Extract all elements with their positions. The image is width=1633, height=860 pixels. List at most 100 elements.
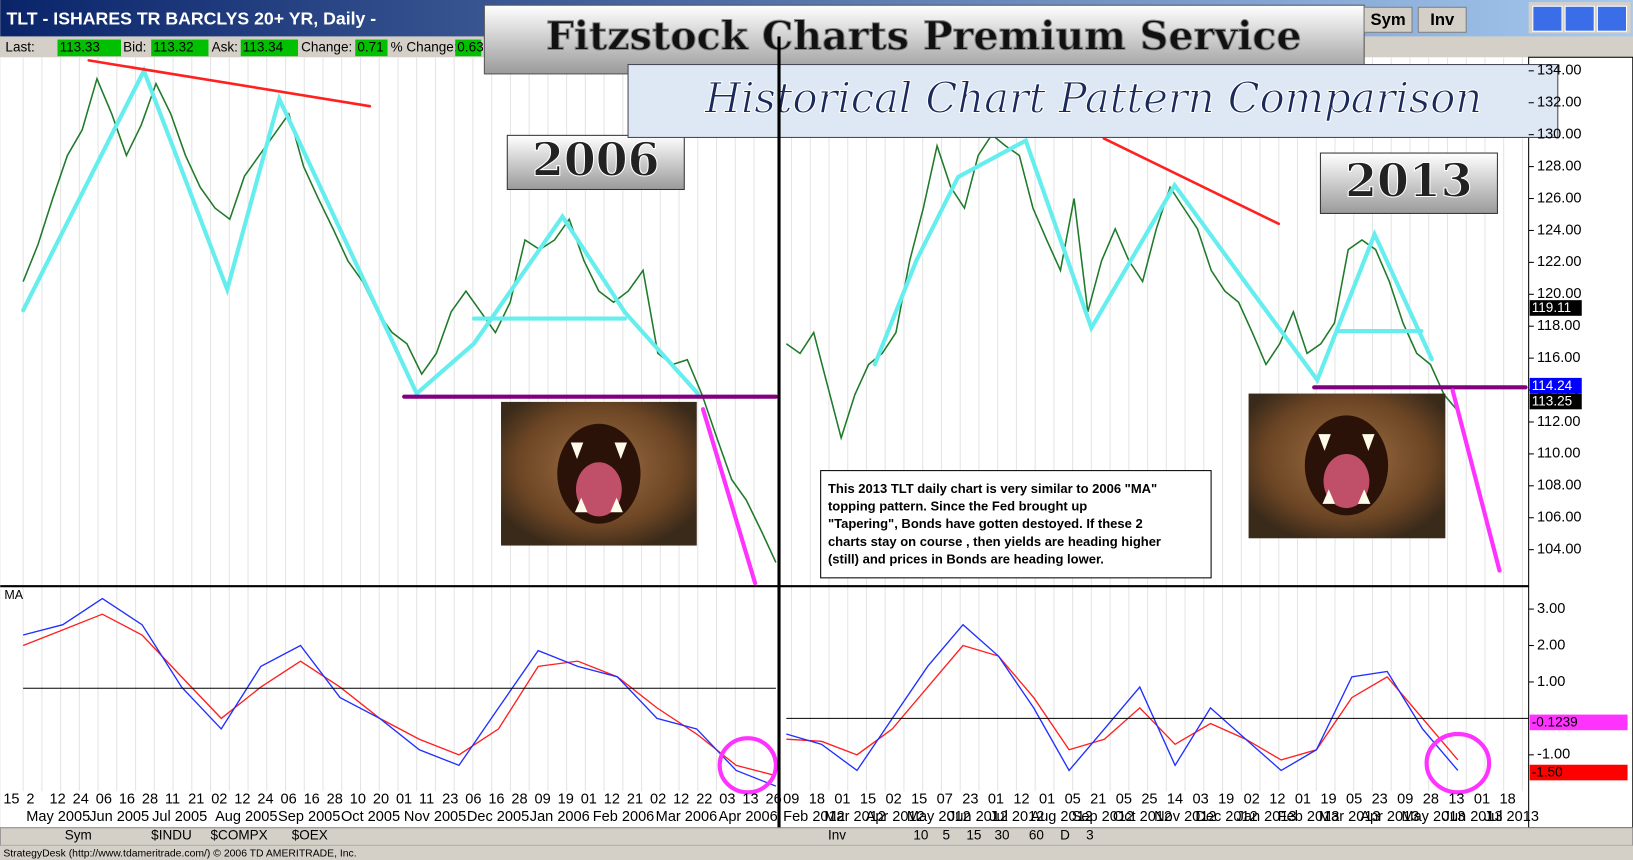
- x-tick-label: 12: [234, 791, 250, 807]
- title-button-label[interactable]: Sym: [1371, 10, 1406, 29]
- x-tick-label: 15: [911, 791, 927, 807]
- banner: [483, 4, 1365, 75]
- y-tick-label: 3.00: [1537, 601, 1565, 617]
- title-button-label[interactable]: Inv: [1430, 10, 1455, 29]
- x-tick-label: 01: [396, 791, 412, 807]
- window-buttons[interactable]: [1532, 5, 1628, 32]
- toolbar-item[interactable]: 5: [942, 828, 950, 843]
- price-marker-label: 114.24: [1532, 378, 1573, 393]
- x-tick-label: 20: [373, 791, 389, 807]
- quote-value: 0.71: [357, 39, 383, 54]
- x-tick-label: Mar 2012: [824, 809, 886, 825]
- annotations: [21, 59, 1528, 795]
- x-tick-label: 07: [937, 791, 953, 807]
- series-line: [786, 644, 1459, 761]
- y-tick-label: 108.00: [1537, 478, 1582, 494]
- x-tick-label: 19: [1320, 791, 1336, 807]
- circle: [717, 736, 778, 795]
- x-tick-label: 16: [119, 791, 135, 807]
- title-button[interactable]: [1363, 6, 1413, 33]
- x-tick-label: Jul 2012: [989, 809, 1044, 825]
- x-tick-label: Nov 2005: [404, 809, 466, 825]
- macd-marker-label: -1.50: [1532, 765, 1563, 780]
- y-tick-label: 130.00: [1537, 127, 1582, 143]
- y-tick-label: 116.00: [1537, 350, 1580, 366]
- x-tick-label: Jun 2005: [89, 809, 149, 825]
- x-tick-label: 02: [211, 791, 227, 807]
- x-tick-label: 05: [1346, 791, 1362, 807]
- x-tick-label: Feb 2006: [593, 809, 655, 825]
- quote-value: 0.63: [457, 39, 483, 54]
- note-box: [820, 470, 1212, 579]
- x-tick-label: 13: [1448, 791, 1464, 807]
- x-tick-label: Jan 2006: [530, 809, 590, 825]
- x-tick-label: 24: [73, 791, 89, 807]
- quote-box: [151, 39, 209, 57]
- title-button[interactable]: [1417, 6, 1467, 33]
- series-line: [22, 597, 777, 787]
- x-tick-label: 02: [1244, 791, 1260, 807]
- quote-label: Bid:: [123, 39, 146, 54]
- x-tick-label: 18: [809, 791, 825, 807]
- x-tick-label: 06: [465, 791, 481, 807]
- toolbar-item[interactable]: $COMPX: [211, 828, 268, 843]
- x-tick-label: Jun 2013: [1443, 809, 1503, 825]
- price-marker-label: 113.25: [1532, 394, 1572, 409]
- price-marker: [1529, 300, 1582, 316]
- x-tick-label: 25: [1141, 791, 1157, 807]
- x-tick-label: 15: [3, 791, 19, 807]
- x-tick-label: 12: [673, 791, 689, 807]
- quote-label: Ask:: [212, 39, 238, 54]
- trend-line: [87, 59, 372, 108]
- x-tick-label: 14: [1167, 791, 1183, 807]
- window-title: TLT - ISHARES TR BARCLYS 20+ YR, Daily -: [6, 8, 376, 28]
- x-tick-label: 12: [604, 791, 620, 807]
- series-line: [22, 76, 777, 563]
- toolbar-item[interactable]: $INDU: [151, 828, 192, 843]
- toolbar-item[interactable]: 3: [1086, 828, 1094, 843]
- x-tick-label: May 2013: [1401, 809, 1465, 825]
- minimize[interactable]: [1532, 5, 1563, 32]
- toolbar-item[interactable]: 60: [1029, 828, 1044, 843]
- price-marker-label: 119.11: [1532, 300, 1571, 315]
- toolbar-item[interactable]: 30: [995, 828, 1010, 843]
- close[interactable]: [1596, 5, 1628, 32]
- x-tick-label: 24: [257, 791, 273, 807]
- x-tick-label: Nov 2012: [1154, 809, 1216, 825]
- toolbar-item[interactable]: 15: [966, 828, 981, 843]
- y-tick-label: 112.00: [1537, 414, 1580, 430]
- toolbar-item[interactable]: Inv: [828, 828, 846, 843]
- note-line: "Tapering", Bonds have gotten destoyed. …: [828, 516, 1143, 531]
- maximize[interactable]: [1564, 5, 1595, 32]
- x-tick-label: 02: [650, 791, 666, 807]
- x-tick-label: Oct 2005: [341, 809, 400, 825]
- x-tick-label: Jul 2013: [1484, 809, 1539, 825]
- year-box: [506, 134, 685, 191]
- x-tick-label: 01: [1474, 791, 1490, 807]
- x-tick-label: Jan 2013: [1237, 809, 1297, 825]
- macd-marker: [1529, 764, 1628, 781]
- quote-label: Change:: [301, 39, 352, 54]
- y-tick-label: 134.00: [1537, 63, 1582, 79]
- x-tick-label: Feb 2013: [1278, 809, 1340, 825]
- x-tick-label: 09: [1397, 791, 1413, 807]
- quote-box: [57, 39, 122, 57]
- status-bar: [0, 845, 1633, 860]
- x-tick-label: Sep 2012: [1072, 809, 1134, 825]
- toolbar-item[interactable]: D: [1060, 828, 1070, 843]
- status-text: StrategyDesk (http://www.tdameritrade.co…: [3, 849, 356, 860]
- x-tick-label: Dec 2005: [467, 809, 529, 825]
- x-tick-label: 11: [165, 791, 180, 807]
- toolbar-item[interactable]: Sym: [65, 828, 92, 843]
- y-tick-label: 120.00: [1537, 286, 1582, 302]
- bear-image: [1248, 393, 1446, 539]
- year-label: 2013: [1345, 153, 1472, 207]
- y-tick-label: 104.00: [1537, 542, 1582, 558]
- y-tick-label: 106.00: [1537, 510, 1582, 526]
- toolbar-item[interactable]: $OEX: [292, 828, 328, 843]
- toolbar-item[interactable]: 10: [913, 828, 928, 843]
- y-tick-label: 1.00: [1537, 674, 1565, 690]
- x-tick-label: 01: [1295, 791, 1311, 807]
- x-tick-label: 12: [50, 791, 66, 807]
- macd-marker-label: -0.1239: [1532, 714, 1578, 729]
